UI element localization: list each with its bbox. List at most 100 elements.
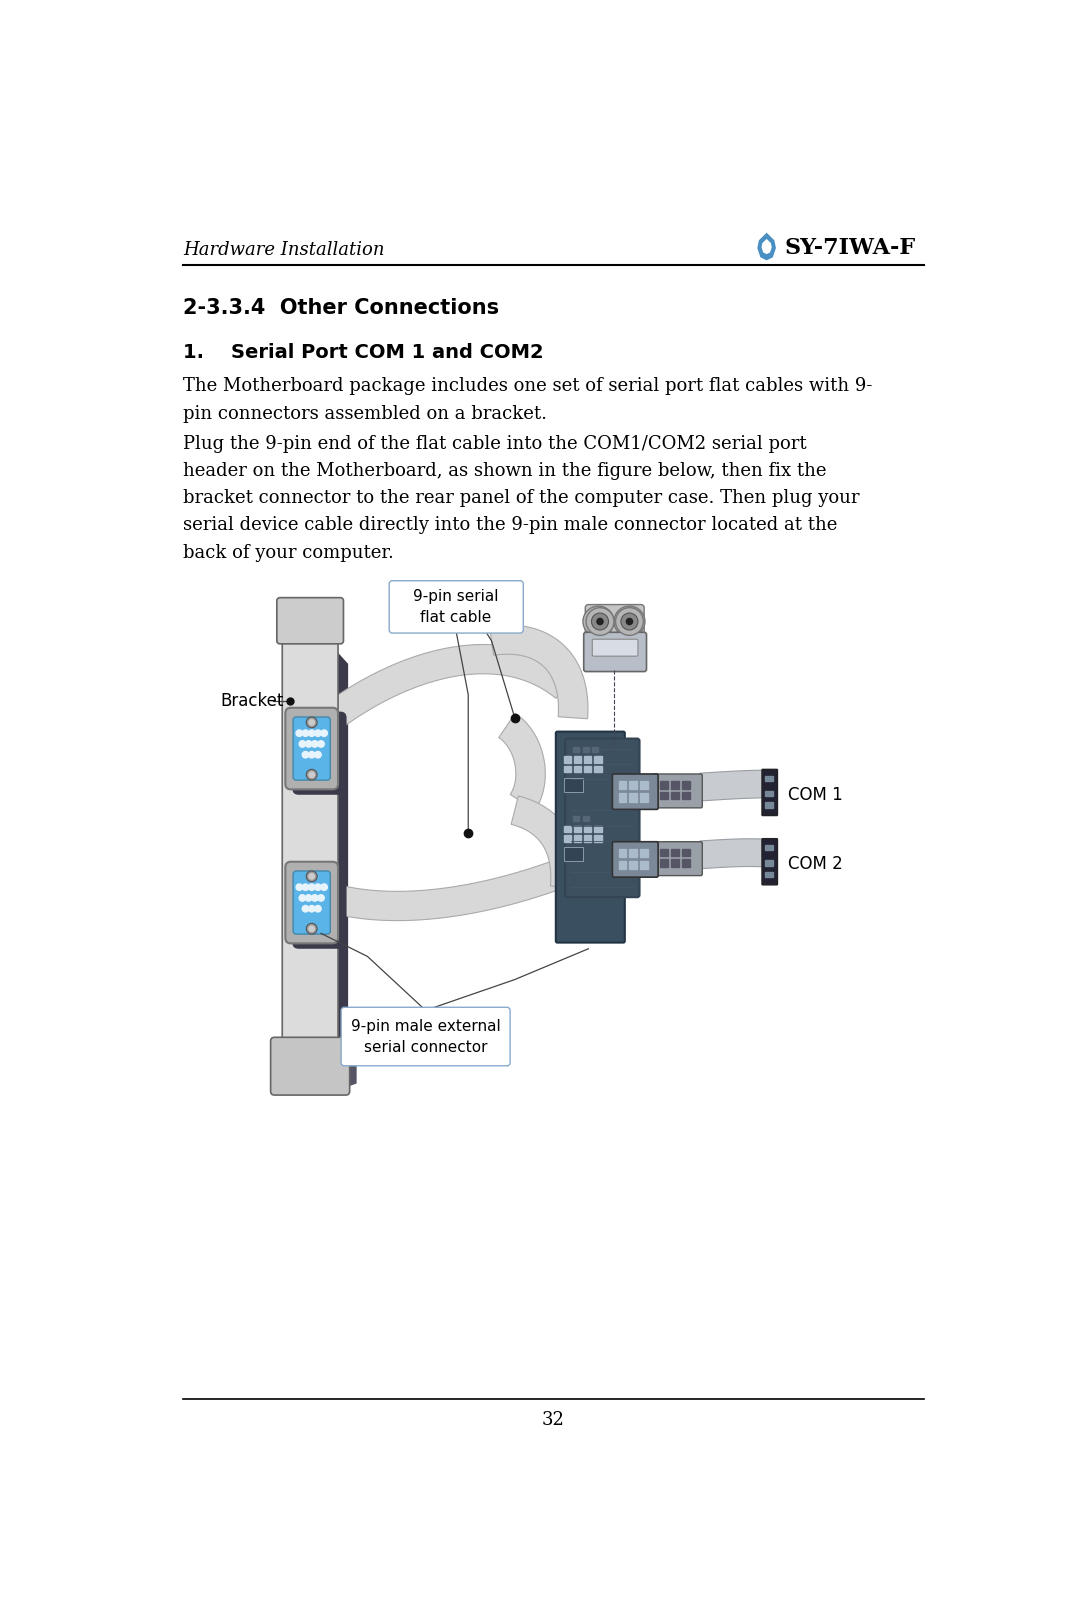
Bar <box>640 793 648 801</box>
Circle shape <box>306 741 312 748</box>
Bar <box>604 741 613 748</box>
Circle shape <box>620 612 638 631</box>
Circle shape <box>299 895 306 901</box>
Bar <box>683 849 690 856</box>
Circle shape <box>621 613 638 629</box>
Circle shape <box>309 925 314 932</box>
Bar <box>640 781 648 790</box>
Text: Bracket: Bracket <box>220 693 284 710</box>
FancyBboxPatch shape <box>285 862 338 943</box>
Text: Hardware Installation: Hardware Installation <box>183 241 384 259</box>
Polygon shape <box>316 858 570 921</box>
Bar <box>583 756 592 764</box>
Circle shape <box>307 924 318 934</box>
Bar <box>672 791 679 799</box>
Circle shape <box>309 906 315 913</box>
Circle shape <box>616 608 644 636</box>
FancyBboxPatch shape <box>585 605 644 639</box>
Polygon shape <box>499 714 545 811</box>
Circle shape <box>318 895 324 901</box>
Circle shape <box>306 895 312 901</box>
Circle shape <box>296 883 302 890</box>
Circle shape <box>299 741 306 748</box>
FancyBboxPatch shape <box>652 841 702 875</box>
Bar <box>640 849 648 858</box>
Bar <box>765 803 773 807</box>
FancyBboxPatch shape <box>293 866 347 948</box>
Circle shape <box>311 741 318 748</box>
Circle shape <box>307 717 318 728</box>
Bar <box>564 765 571 772</box>
Bar <box>765 791 773 796</box>
Circle shape <box>625 618 633 626</box>
Bar <box>672 859 679 867</box>
Bar <box>564 756 571 764</box>
Circle shape <box>302 906 309 913</box>
Bar <box>672 781 679 788</box>
Circle shape <box>314 906 321 913</box>
Bar <box>630 849 637 858</box>
Circle shape <box>309 730 315 736</box>
Bar <box>594 756 602 764</box>
Bar <box>661 791 669 799</box>
Bar <box>583 825 592 833</box>
Text: 9-pin male external
serial connector: 9-pin male external serial connector <box>351 1019 500 1055</box>
Bar <box>661 859 669 867</box>
Circle shape <box>586 608 613 636</box>
Text: Plug the 9-pin end of the flat cable into the COM1/COM2 serial port
header on th: Plug the 9-pin end of the flat cable int… <box>183 435 860 561</box>
Bar <box>683 781 690 788</box>
Bar <box>569 744 578 751</box>
Circle shape <box>309 720 314 725</box>
Text: The Motherboard package includes one set of serial port flat cables with 9-
pin : The Motherboard package includes one set… <box>183 377 873 422</box>
Polygon shape <box>757 233 775 260</box>
Circle shape <box>583 607 613 637</box>
FancyBboxPatch shape <box>612 841 658 877</box>
Bar <box>683 859 690 867</box>
Bar <box>619 861 626 869</box>
Circle shape <box>321 730 327 736</box>
FancyBboxPatch shape <box>652 773 702 807</box>
FancyBboxPatch shape <box>293 712 347 794</box>
Circle shape <box>314 751 321 757</box>
Bar <box>619 793 626 801</box>
Bar <box>573 765 581 772</box>
FancyBboxPatch shape <box>271 1037 350 1095</box>
Circle shape <box>314 730 321 736</box>
Bar <box>765 861 773 866</box>
Circle shape <box>311 895 318 901</box>
Bar <box>630 793 637 801</box>
Circle shape <box>307 870 318 882</box>
Bar <box>765 872 773 877</box>
Bar <box>564 835 571 841</box>
Bar <box>683 791 690 799</box>
Circle shape <box>296 730 302 736</box>
Text: SY-7IWA-F: SY-7IWA-F <box>784 238 916 259</box>
Bar <box>572 748 579 752</box>
Circle shape <box>597 618 603 625</box>
Bar <box>765 775 773 781</box>
FancyBboxPatch shape <box>592 639 638 657</box>
Text: COM 2: COM 2 <box>787 854 842 874</box>
Bar <box>672 849 679 856</box>
Bar <box>572 817 579 820</box>
Circle shape <box>302 751 309 757</box>
FancyBboxPatch shape <box>276 597 343 644</box>
Text: 2-3.3.4  Other Connections: 2-3.3.4 Other Connections <box>183 298 499 319</box>
Polygon shape <box>334 649 348 1053</box>
Bar <box>573 756 581 764</box>
Bar <box>589 749 597 754</box>
Text: COM 1: COM 1 <box>787 786 842 804</box>
Bar <box>661 781 669 788</box>
Polygon shape <box>700 838 771 869</box>
Polygon shape <box>511 796 580 888</box>
Circle shape <box>595 618 603 626</box>
Circle shape <box>309 751 315 757</box>
Bar <box>594 835 602 841</box>
Bar <box>594 825 602 833</box>
Circle shape <box>307 769 318 780</box>
Bar <box>583 817 590 820</box>
Circle shape <box>309 874 314 879</box>
FancyBboxPatch shape <box>341 1008 510 1066</box>
FancyBboxPatch shape <box>762 838 778 885</box>
Bar <box>564 825 571 833</box>
